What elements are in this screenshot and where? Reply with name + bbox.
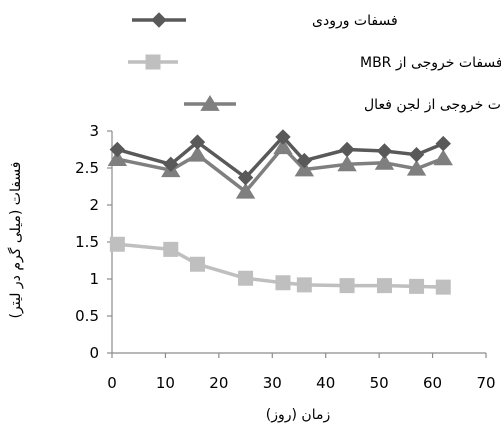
data-point xyxy=(337,155,357,172)
data-point xyxy=(107,150,128,167)
y-tick-label: 2 xyxy=(89,196,99,214)
data-point xyxy=(273,138,293,155)
data-point xyxy=(189,256,205,272)
y-tick-label: 1.5 xyxy=(75,233,99,251)
x-tick-label: 30 xyxy=(263,374,282,392)
x-tick-label: 60 xyxy=(423,374,442,392)
data-point xyxy=(189,134,206,150)
x-tick-label: 10 xyxy=(156,374,175,392)
legend-label-influent: فسفات ورودی xyxy=(312,13,398,29)
legend: فسفات ورودی فسفات خروجی از MBR فسفات خرو… xyxy=(128,12,501,113)
legend-label-activated-sludge: فسفات خروجی از لجن فعال xyxy=(364,97,501,113)
legend-marker-activated-sludge xyxy=(200,95,220,111)
data-point xyxy=(376,143,393,159)
data-point xyxy=(275,129,291,145)
data-point xyxy=(109,141,126,158)
legend-marker-mbr xyxy=(145,54,161,70)
y-tick-label: 2.5 xyxy=(75,159,99,177)
axes: 00.511.522.530 10 20 30 40 50 60 70 xyxy=(75,122,495,392)
data-point xyxy=(409,278,425,294)
x-axis-title: زمان (روز) xyxy=(266,407,330,423)
x-tick-label: 70 xyxy=(476,374,495,392)
data-point xyxy=(435,279,451,295)
data-point xyxy=(406,159,427,176)
x-tick-label: 50 xyxy=(370,374,389,392)
data-point xyxy=(408,146,425,163)
data-point xyxy=(433,149,453,166)
data-point xyxy=(187,145,208,162)
data-point xyxy=(109,236,125,252)
data-point xyxy=(296,152,313,169)
legend-entry-mbr: فسفات خروجی از MBR xyxy=(128,54,501,71)
legend-entry-activated-sludge: فسفات خروجی از لجن فعال xyxy=(184,95,501,113)
data-point xyxy=(294,160,315,177)
data-point xyxy=(374,153,395,170)
x-tick-label: 40 xyxy=(316,374,335,392)
data-point xyxy=(435,135,451,152)
data-point xyxy=(296,277,312,293)
series-line xyxy=(116,135,444,180)
series-line xyxy=(116,145,444,194)
x-tick-label: 0 xyxy=(107,374,117,392)
y-tick-label: 1 xyxy=(89,270,99,288)
x-tick-label: 20 xyxy=(209,374,228,392)
y-axis-title: فسفات (میلی گرم در لیتر) xyxy=(7,162,24,319)
data-point xyxy=(163,156,179,173)
data-point xyxy=(235,182,256,199)
y-tick-label: 0.5 xyxy=(75,307,99,325)
legend-entry-influent: فسفات ورودی xyxy=(132,12,398,29)
legend-label-mbr: فسفات خروجی از MBR xyxy=(360,55,501,71)
legend-marker-influent xyxy=(151,12,167,28)
data-point xyxy=(339,141,355,158)
data-point xyxy=(237,169,254,186)
data-point xyxy=(163,241,179,257)
series-line xyxy=(117,242,444,289)
data-point xyxy=(339,278,355,294)
series-layer xyxy=(107,129,453,295)
y-tick-label: 0 xyxy=(89,344,99,362)
y-tick-label: 3 xyxy=(89,122,99,140)
data-point xyxy=(275,275,291,291)
data-point xyxy=(376,278,392,294)
data-point xyxy=(238,270,254,286)
